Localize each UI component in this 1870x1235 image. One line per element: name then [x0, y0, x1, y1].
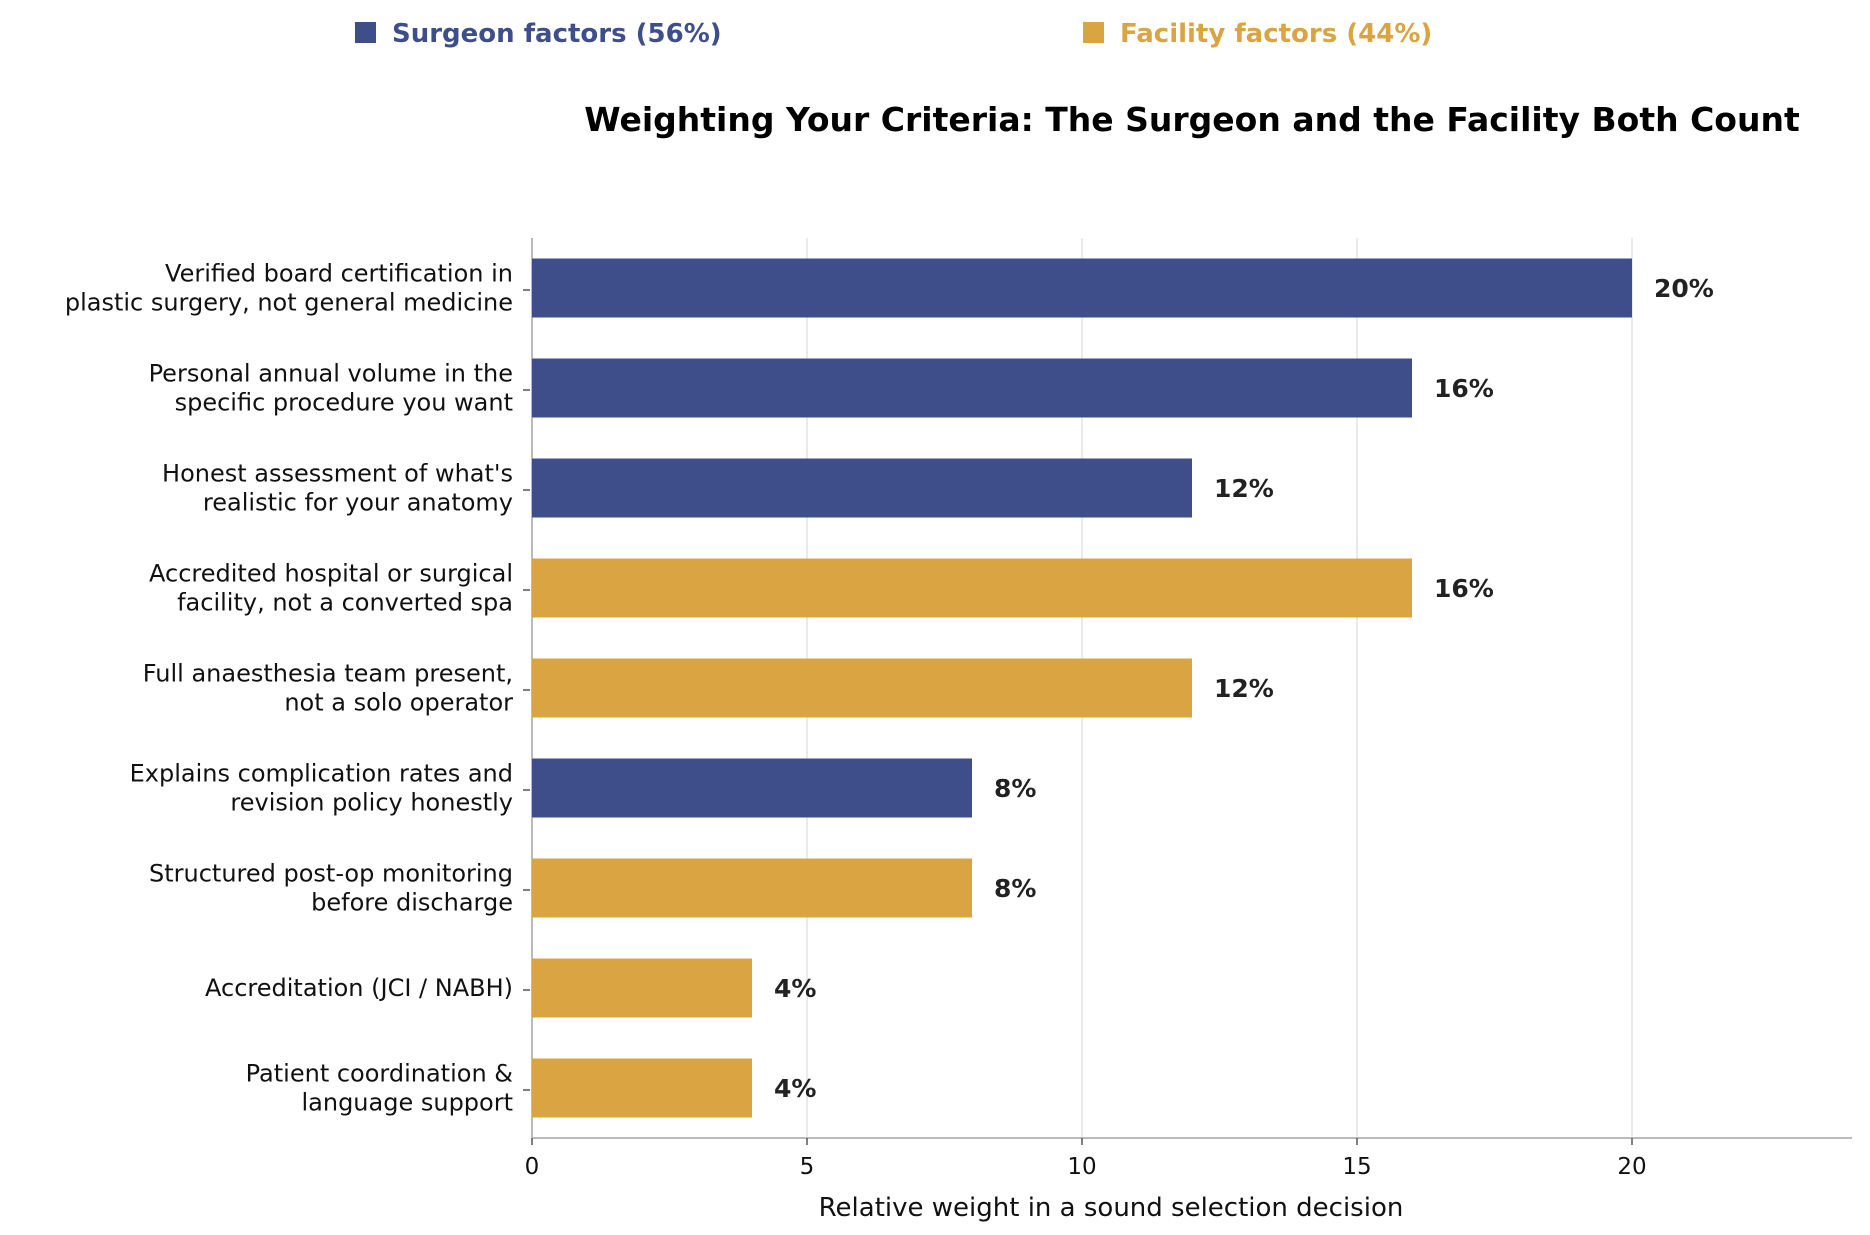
- value-label: 12%: [1214, 474, 1274, 503]
- category-label: Personal annual volume in the specific pr…: [149, 360, 513, 417]
- value-label: 4%: [774, 974, 816, 1003]
- category-label: Structured post-op monitoring before disc…: [149, 860, 513, 917]
- category-label: Accredited hospital or surgical facility,…: [149, 560, 513, 617]
- legend-swatch-surgeon: [355, 22, 376, 43]
- x-tick-label: 5: [800, 1154, 815, 1180]
- bar-surgeon: [532, 458, 1192, 518]
- bar-facility: [532, 658, 1192, 718]
- x-ticks: 0 5 10 15 20: [525, 1138, 1647, 1180]
- bar-surgeon: [532, 358, 1412, 418]
- bar-surgeon: [532, 758, 972, 818]
- bar-facility: [532, 558, 1412, 618]
- category-label: Accreditation (JCI / NABH): [205, 974, 513, 1002]
- bars: Verified board certification in plastic s…: [65, 258, 1714, 1118]
- x-axis-label: Relative weight in a sound selection dec…: [819, 1193, 1404, 1223]
- chart-title: Weighting Your Criteria: The Surgeon and…: [584, 100, 1800, 139]
- category-label: Patient coordination & language support: [246, 1060, 513, 1117]
- bar-facility: [532, 958, 752, 1018]
- x-tick-label: 0: [525, 1154, 540, 1180]
- bar-surgeon: [532, 258, 1632, 318]
- value-label: 12%: [1214, 674, 1274, 703]
- legend-swatch-facility: [1083, 22, 1104, 43]
- x-tick-label: 15: [1342, 1154, 1371, 1180]
- value-label: 20%: [1654, 274, 1714, 303]
- bar-facility: [532, 1058, 752, 1118]
- category-label: Verified board certification in plastic s…: [65, 260, 513, 317]
- x-tick-label: 20: [1617, 1154, 1646, 1180]
- value-label: 16%: [1434, 374, 1494, 403]
- legend-label-surgeon: Surgeon factors (56%): [392, 19, 722, 49]
- category-label: Explains complication rates and revision …: [130, 760, 513, 817]
- category-label: Full anaesthesia team present, not a solo…: [143, 660, 513, 717]
- value-label: 16%: [1434, 574, 1494, 603]
- bar-facility: [532, 858, 972, 918]
- x-tick-label: 10: [1067, 1154, 1096, 1180]
- value-label: 8%: [994, 774, 1036, 803]
- value-label: 8%: [994, 874, 1036, 903]
- legend-label-facility: Facility factors (44%): [1120, 19, 1432, 49]
- value-label: 4%: [774, 1074, 816, 1103]
- category-label: Honest assessment of what's realistic for…: [162, 460, 513, 517]
- legend: Surgeon factors (56%) Facility factors (4…: [355, 19, 1432, 49]
